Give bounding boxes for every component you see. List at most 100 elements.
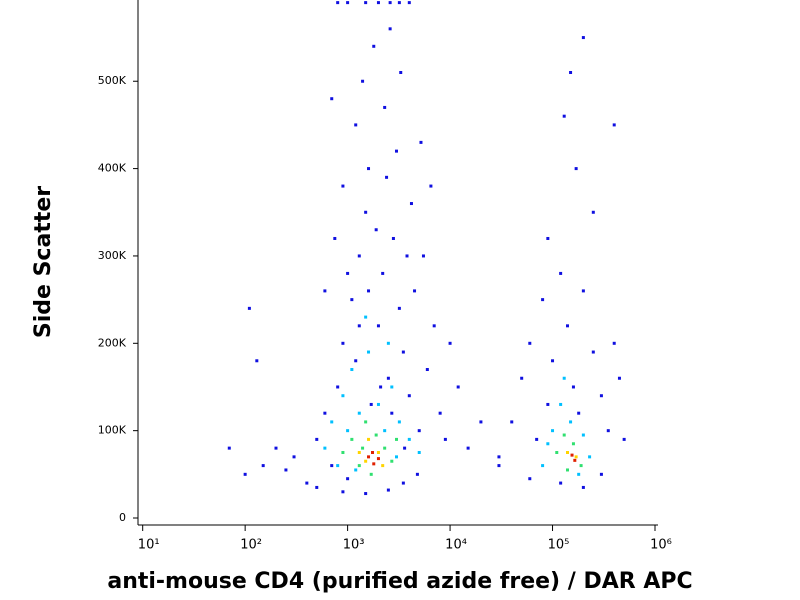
event-point xyxy=(364,492,368,496)
event-point xyxy=(571,385,575,389)
event-point xyxy=(367,289,371,293)
event-point xyxy=(397,1,401,5)
event-point xyxy=(591,210,595,214)
event-point xyxy=(330,97,334,101)
event-point xyxy=(581,485,585,489)
event-point xyxy=(574,455,578,459)
event-point xyxy=(466,446,470,450)
event-point xyxy=(541,464,545,468)
event-point xyxy=(562,114,566,118)
event-point xyxy=(247,306,251,310)
x-axis-title: anti-mouse CD4 (purified azide free) / D… xyxy=(107,569,692,594)
event-point xyxy=(369,472,373,476)
event-point xyxy=(357,450,361,454)
event-point xyxy=(559,402,563,406)
event-point xyxy=(421,254,425,258)
event-point xyxy=(425,368,429,372)
event-point xyxy=(315,485,319,489)
event-point xyxy=(551,359,555,363)
event-point xyxy=(566,450,570,454)
event-point xyxy=(407,394,411,398)
event-point xyxy=(346,429,350,433)
event-point xyxy=(599,472,603,476)
event-point xyxy=(374,228,378,232)
y-tick-label: 300K xyxy=(98,249,127,262)
event-point xyxy=(394,149,398,153)
event-point xyxy=(367,455,371,459)
event-point xyxy=(546,442,550,446)
event-point xyxy=(577,411,581,415)
event-point xyxy=(386,488,390,492)
event-point xyxy=(323,446,327,450)
event-point xyxy=(409,202,413,206)
event-point xyxy=(391,236,395,240)
event-point xyxy=(369,402,373,406)
event-point xyxy=(261,464,265,468)
event-point xyxy=(438,411,442,415)
event-point xyxy=(612,341,616,345)
event-point xyxy=(379,385,383,389)
event-point xyxy=(612,123,616,127)
event-point xyxy=(341,450,345,454)
event-point xyxy=(559,271,563,275)
event-point xyxy=(364,315,368,319)
event-point xyxy=(479,420,483,424)
event-point xyxy=(546,236,550,240)
event-point xyxy=(569,420,573,424)
event-point xyxy=(390,385,394,389)
event-point xyxy=(541,298,545,302)
event-point xyxy=(323,411,327,415)
event-point xyxy=(350,368,354,372)
event-point xyxy=(361,446,365,450)
event-point xyxy=(376,457,380,461)
event-point xyxy=(330,464,334,468)
event-point xyxy=(528,341,532,345)
y-tick-label: 400K xyxy=(98,162,127,175)
event-point xyxy=(497,455,501,459)
event-point xyxy=(497,464,501,468)
event-point xyxy=(227,446,231,450)
event-point xyxy=(555,450,559,454)
event-point xyxy=(381,271,385,275)
y-tick-label: 200K xyxy=(98,336,127,349)
event-point xyxy=(346,271,350,275)
event-point xyxy=(361,79,365,83)
event-point xyxy=(415,472,419,476)
event-point xyxy=(390,459,394,463)
event-point xyxy=(341,341,345,345)
event-point xyxy=(566,468,570,472)
event-point xyxy=(577,472,581,476)
event-point xyxy=(336,385,340,389)
event-point xyxy=(381,464,385,468)
x-tick-label: 10⁶ xyxy=(650,538,672,553)
event-point xyxy=(385,175,389,179)
y-tick-label: 0 xyxy=(119,511,126,524)
event-point xyxy=(566,324,570,328)
event-point xyxy=(350,437,354,441)
x-tick-label: 10² xyxy=(240,538,262,553)
event-point xyxy=(354,123,358,127)
event-point xyxy=(336,1,340,5)
event-point xyxy=(546,402,550,406)
x-tick-label: 10¹ xyxy=(138,538,160,553)
event-point xyxy=(341,490,345,494)
event-point xyxy=(364,459,368,463)
event-point xyxy=(336,464,340,468)
y-tick-label: 500K xyxy=(98,74,127,87)
event-point xyxy=(569,71,573,75)
event-point xyxy=(315,437,319,441)
event-point xyxy=(255,359,259,363)
event-point xyxy=(399,71,403,75)
event-point xyxy=(448,341,452,345)
event-point xyxy=(372,44,376,48)
x-tick-label: 10⁵ xyxy=(548,538,570,553)
event-point xyxy=(394,455,398,459)
event-point xyxy=(405,254,409,258)
event-point xyxy=(383,446,387,450)
event-point xyxy=(357,254,361,258)
event-point xyxy=(581,289,585,293)
event-point xyxy=(284,468,288,472)
event-point xyxy=(456,385,460,389)
event-point xyxy=(419,140,423,144)
